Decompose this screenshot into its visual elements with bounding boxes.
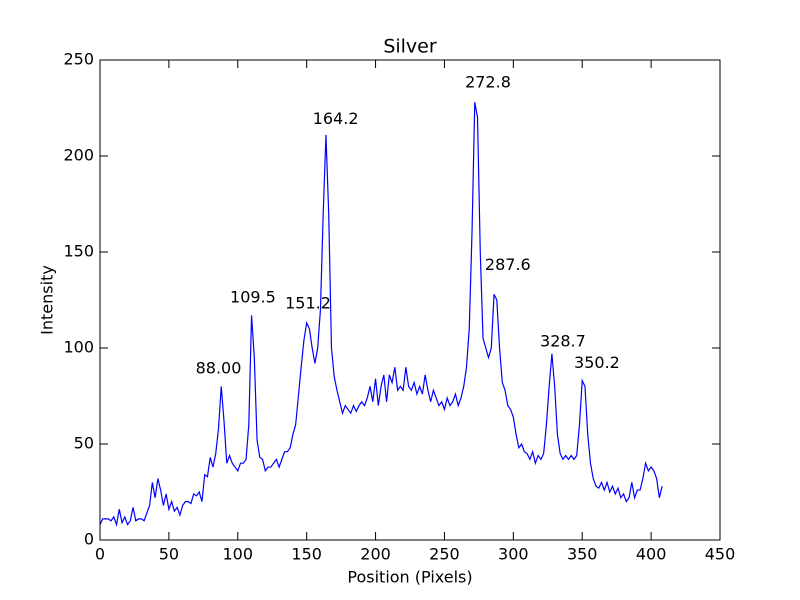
x-tick-label: 450 bbox=[705, 545, 736, 564]
peak-annotation: 88.00 bbox=[196, 359, 242, 378]
peak-annotation: 328.7 bbox=[540, 332, 586, 351]
y-tick-label: 150 bbox=[63, 242, 94, 261]
y-tick-label: 200 bbox=[63, 146, 94, 165]
chart-title: Silver bbox=[383, 36, 437, 58]
x-tick-label: 200 bbox=[360, 545, 391, 564]
y-tick-label: 100 bbox=[63, 338, 94, 357]
data-line bbox=[100, 102, 663, 527]
y-tick-label: 0 bbox=[84, 530, 94, 549]
plot-frame bbox=[99, 59, 721, 541]
x-axis-label: Position (Pixels) bbox=[347, 568, 472, 587]
x-tick-label: 0 bbox=[95, 545, 105, 564]
peak-annotation: 272.8 bbox=[465, 73, 511, 92]
x-tick-label: 300 bbox=[498, 545, 529, 564]
x-tick-label: 150 bbox=[291, 545, 322, 564]
peak-annotation: 109.5 bbox=[230, 288, 276, 307]
x-tick-label: 100 bbox=[223, 545, 254, 564]
x-tick-label: 400 bbox=[636, 545, 667, 564]
x-tick-label: 50 bbox=[159, 545, 179, 564]
peak-annotation: 151.2 bbox=[285, 293, 331, 312]
peak-annotation: 287.6 bbox=[485, 255, 531, 274]
y-axis-label: Intensity bbox=[38, 265, 57, 335]
x-tick-label: 250 bbox=[429, 545, 460, 564]
peak-annotation: 350.2 bbox=[574, 353, 620, 372]
y-tick-label: 50 bbox=[74, 434, 94, 453]
y-tick-label: 250 bbox=[63, 50, 94, 69]
peak-annotation: 164.2 bbox=[313, 109, 359, 128]
x-tick-label: 350 bbox=[567, 545, 598, 564]
